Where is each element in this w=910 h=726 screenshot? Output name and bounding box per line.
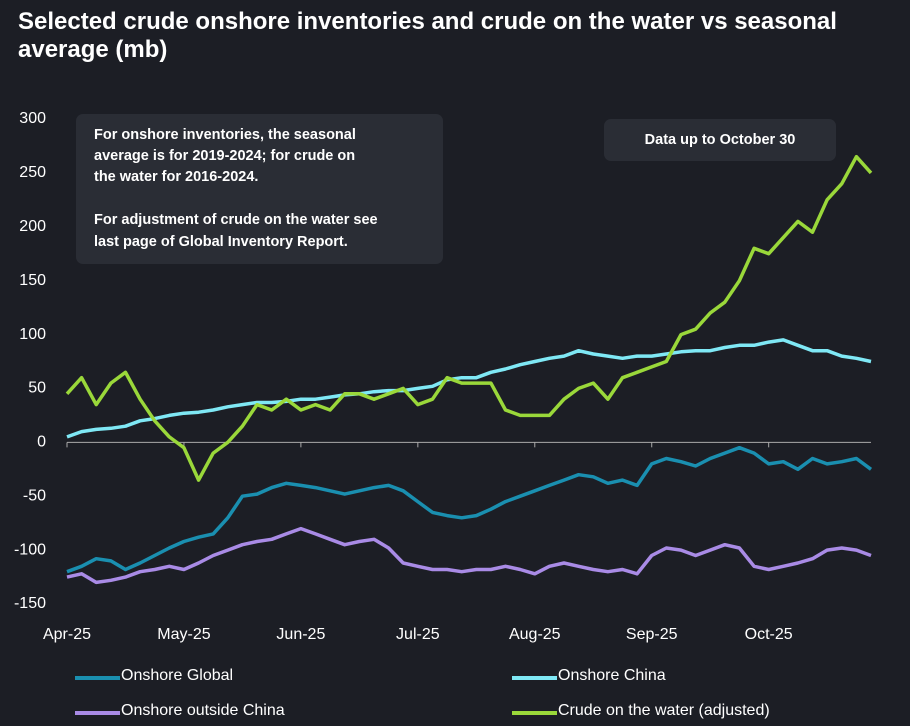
legend-label: Crude on the water (adjusted) bbox=[558, 702, 770, 719]
y-tick-label: 0 bbox=[37, 434, 46, 451]
y-tick-label: 50 bbox=[28, 380, 46, 397]
y-tick-label: 150 bbox=[19, 272, 46, 289]
x-tick-label: May-25 bbox=[157, 626, 210, 643]
note-box bbox=[76, 114, 443, 264]
y-tick-label: 100 bbox=[19, 326, 46, 343]
note-line: For adjustment of crude on the water see bbox=[94, 212, 378, 228]
note-line: the water for 2016-2024. bbox=[94, 169, 258, 185]
note-line: average is for 2019-2024; for crude on bbox=[94, 148, 355, 164]
x-tick-label: Apr-25 bbox=[43, 626, 91, 643]
legend-label: Onshore outside China bbox=[121, 702, 285, 719]
y-tick-label: -150 bbox=[14, 595, 46, 612]
y-tick-label: -50 bbox=[23, 487, 46, 504]
note-line: last page of Global Inventory Report. bbox=[94, 234, 348, 250]
series-line bbox=[66, 445, 873, 574]
y-tick-label: 250 bbox=[19, 164, 46, 181]
x-tick-label: Aug-25 bbox=[509, 626, 561, 643]
note-line: For onshore inventories, the seasonal bbox=[94, 127, 356, 143]
x-tick-label: Sep-25 bbox=[626, 626, 678, 643]
x-tick-label: Jun-25 bbox=[276, 626, 325, 643]
y-tick-label: -100 bbox=[14, 541, 46, 558]
series-line bbox=[65, 154, 873, 482]
y-tick-label: 300 bbox=[19, 110, 46, 127]
legend-label: Onshore Global bbox=[121, 667, 233, 684]
series-line bbox=[66, 526, 872, 585]
data-note: Data up to October 30 bbox=[645, 132, 796, 148]
chart-title: Selected crude onshore inventories and c… bbox=[18, 8, 837, 63]
y-tick-label: 200 bbox=[19, 218, 46, 235]
legend-label: Onshore China bbox=[558, 667, 666, 684]
series-line bbox=[66, 338, 872, 439]
x-tick-label: Oct-25 bbox=[745, 626, 793, 643]
data-note-box bbox=[604, 119, 836, 161]
x-tick-label: Jul-25 bbox=[396, 626, 440, 643]
